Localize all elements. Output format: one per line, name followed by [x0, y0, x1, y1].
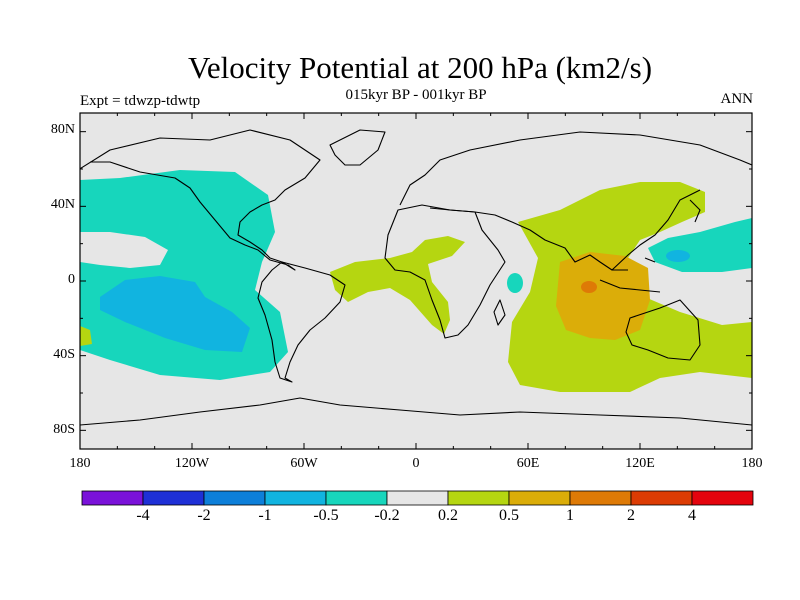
x-tick-label: 120E — [625, 456, 655, 471]
colorbar-swatch — [691, 490, 754, 506]
colorbar-swatch — [569, 490, 632, 506]
colorbar-label: -4 — [136, 507, 150, 524]
colorbar-label: 0.2 — [438, 507, 458, 524]
colorbar-swatch — [447, 490, 510, 506]
west-edge-positive-sliver — [80, 326, 92, 346]
colorbar-swatch — [630, 490, 693, 506]
atlantic-positive-region — [330, 236, 465, 334]
axis-ticks — [79, 113, 753, 449]
colorbar-label: 2 — [627, 507, 635, 524]
colorbar-swatch — [386, 490, 449, 506]
colorbar-swatch — [203, 490, 266, 506]
antarctica-coast — [80, 397, 752, 426]
eurasia-coast — [399, 131, 752, 271]
y-tick-label: 80S — [53, 422, 75, 437]
y-tick-label: 40S — [53, 347, 75, 362]
pacific-negative-region — [80, 170, 288, 380]
coastlines — [80, 129, 752, 426]
y-tick-label: 40N — [50, 197, 75, 212]
colorbar-label: 4 — [688, 507, 696, 524]
x-tick-label: 0 — [412, 456, 420, 471]
experiment-label: Expt = tdwzp-tdwtp — [80, 93, 201, 109]
y-tick-label: 80N — [50, 122, 75, 137]
map-plot-area — [80, 113, 752, 449]
atlantic-negative-patch — [507, 273, 523, 293]
x-tick-label: 180 — [741, 456, 763, 471]
pacific-negative-core — [100, 276, 250, 352]
greenland-coast — [329, 129, 386, 166]
maritime-islands-coast — [599, 257, 661, 293]
subtitle: 015kyr BP - 001kyr BP — [345, 87, 487, 103]
x-tick-label: 60E — [516, 456, 540, 471]
maritime-continent-positive-region — [556, 252, 650, 340]
page-title: Velocity Potential at 200 hPa (km2/s) — [187, 50, 653, 85]
colorbar-label: -0.2 — [374, 507, 400, 524]
colorbar-label: -1 — [258, 507, 272, 524]
colorbar-swatch — [142, 490, 205, 506]
colorbar-label: 0.5 — [499, 507, 519, 524]
colorbar-label: -0.5 — [313, 507, 339, 524]
north-america-coast — [80, 129, 321, 271]
colorbar-label: -2 — [197, 507, 211, 524]
japan-coast — [689, 199, 701, 223]
pacific-neutral-notch — [80, 232, 168, 268]
madagascar-coast — [493, 299, 506, 326]
colorbar — [81, 490, 754, 506]
west-pacific-negative-core — [666, 250, 690, 262]
australia-coast — [625, 299, 701, 361]
maritime-continent-positive-core — [581, 281, 597, 293]
africa-coast — [384, 204, 506, 339]
colorbar-swatch — [325, 490, 388, 506]
x-tick-label: 180 — [69, 456, 91, 471]
y-tick-label: 0 — [68, 272, 75, 287]
south-america-coast — [257, 261, 346, 383]
colorbar-swatch — [508, 490, 571, 506]
colorbar-swatch — [81, 490, 144, 506]
x-tick-label: 60W — [290, 456, 318, 471]
season-label: ANN — [720, 91, 754, 107]
x-tick-label: 120W — [174, 456, 210, 471]
colorbar-swatch — [264, 490, 327, 506]
colorbar-label: 1 — [566, 507, 574, 524]
